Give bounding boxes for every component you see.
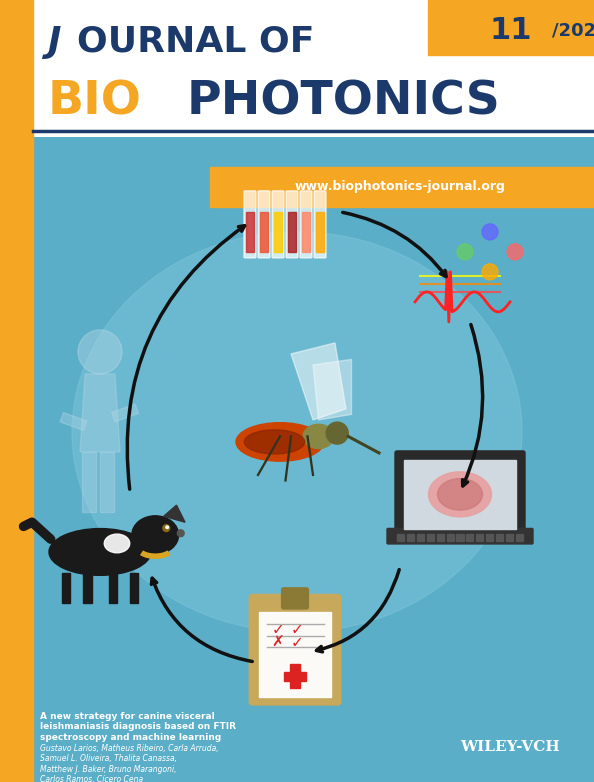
Ellipse shape — [428, 472, 491, 517]
FancyBboxPatch shape — [387, 529, 533, 544]
Bar — [496, 534, 503, 541]
Bar — [290, 664, 300, 687]
FancyBboxPatch shape — [282, 588, 308, 609]
Bar — [447, 534, 454, 541]
Bar — [274, 212, 282, 252]
Ellipse shape — [49, 529, 151, 576]
Ellipse shape — [236, 422, 324, 461]
Bar — [476, 534, 484, 541]
Bar — [62, 573, 70, 603]
Ellipse shape — [244, 430, 305, 454]
Text: ✓: ✓ — [271, 622, 284, 637]
Bar — [83, 573, 91, 603]
Bar — [506, 534, 513, 541]
Polygon shape — [313, 360, 352, 420]
Ellipse shape — [438, 479, 482, 510]
Circle shape — [326, 422, 348, 444]
Bar — [437, 534, 444, 541]
Text: 11: 11 — [489, 16, 532, 45]
Text: OURNAL OF: OURNAL OF — [77, 24, 315, 59]
FancyBboxPatch shape — [249, 594, 341, 705]
Text: ✗: ✗ — [271, 635, 284, 650]
Text: ✓: ✓ — [290, 635, 303, 650]
Text: Gustavo Larios, Matheus Ribeiro, Carla Arruda,
Samuel L. Oliveira, Thalita Canas: Gustavo Larios, Matheus Ribeiro, Carla A… — [40, 744, 219, 782]
Bar — [0, 137, 33, 782]
Bar — [129, 573, 138, 603]
Circle shape — [482, 224, 498, 240]
Bar — [82, 452, 96, 512]
FancyBboxPatch shape — [272, 191, 284, 258]
Text: A new strategy for canine visceral
leishmaniasis diagnosis based on FTIR
spectro: A new strategy for canine visceral leish… — [40, 712, 236, 742]
Text: ✓: ✓ — [290, 622, 303, 637]
FancyBboxPatch shape — [258, 191, 270, 258]
Bar — [260, 212, 268, 252]
Bar — [246, 212, 254, 252]
Circle shape — [507, 244, 523, 260]
Ellipse shape — [72, 232, 522, 632]
FancyBboxPatch shape — [286, 191, 298, 258]
Bar — [112, 404, 138, 422]
Bar — [397, 534, 404, 541]
Bar — [417, 534, 424, 541]
Circle shape — [166, 526, 169, 529]
Bar — [486, 534, 493, 541]
Bar — [516, 534, 523, 541]
Text: PHOTONICS: PHOTONICS — [187, 80, 501, 124]
Bar — [288, 212, 296, 252]
Circle shape — [163, 525, 170, 532]
Bar — [210, 167, 594, 207]
Bar — [259, 612, 331, 698]
Bar — [302, 212, 310, 252]
Bar — [466, 534, 473, 541]
Text: J: J — [48, 24, 61, 59]
Bar — [426, 534, 434, 541]
Ellipse shape — [105, 534, 129, 553]
Circle shape — [457, 244, 473, 260]
Ellipse shape — [303, 425, 334, 449]
Bar — [428, 0, 594, 55]
Bar — [283, 672, 307, 681]
Circle shape — [178, 530, 184, 536]
Text: /2021: /2021 — [552, 21, 594, 39]
FancyBboxPatch shape — [395, 451, 525, 536]
Bar — [407, 534, 414, 541]
Polygon shape — [164, 505, 185, 522]
Circle shape — [482, 264, 498, 280]
Ellipse shape — [132, 516, 179, 554]
Bar — [316, 212, 324, 252]
Bar — [456, 534, 463, 541]
Bar — [0, 0, 33, 137]
FancyBboxPatch shape — [300, 191, 312, 258]
Bar — [60, 413, 87, 430]
Bar — [100, 452, 114, 512]
Bar — [404, 460, 516, 529]
Polygon shape — [291, 343, 346, 420]
FancyBboxPatch shape — [244, 191, 256, 258]
Text: www.biophotonics-journal.org: www.biophotonics-journal.org — [295, 181, 505, 193]
Circle shape — [78, 330, 122, 374]
Text: BIO: BIO — [48, 80, 141, 124]
Polygon shape — [80, 374, 120, 452]
Text: WILEY-VCH: WILEY-VCH — [460, 740, 560, 754]
Bar — [109, 573, 117, 603]
FancyBboxPatch shape — [314, 191, 326, 258]
